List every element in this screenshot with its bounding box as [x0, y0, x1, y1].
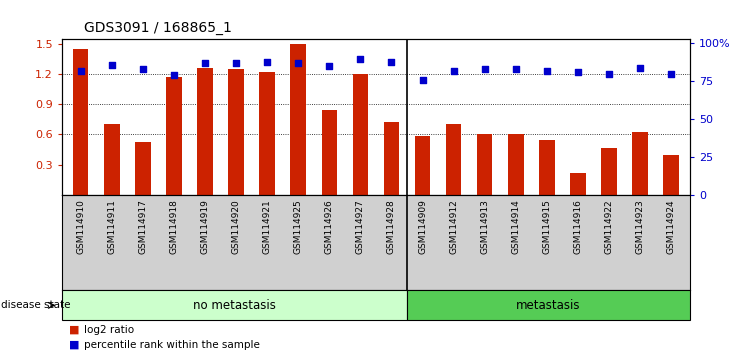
Text: GSM114916: GSM114916 [574, 199, 583, 255]
Bar [321, 110, 337, 195]
Bar [135, 142, 150, 195]
Text: GSM114915: GSM114915 [542, 199, 551, 255]
Text: no metastasis: no metastasis [193, 299, 276, 312]
Text: metastasis: metastasis [516, 299, 580, 312]
Text: GDS3091 / 168865_1: GDS3091 / 168865_1 [84, 21, 232, 35]
Text: GSM114914: GSM114914 [511, 199, 520, 254]
Text: ■: ■ [69, 339, 80, 350]
Point [417, 77, 429, 82]
Bar [477, 135, 493, 195]
Text: GSM114921: GSM114921 [263, 199, 272, 254]
Bar [407, 290, 690, 320]
Point [665, 71, 677, 76]
Point [355, 56, 366, 62]
Bar [632, 132, 648, 195]
Text: GSM114910: GSM114910 [76, 199, 85, 255]
Point [199, 60, 211, 66]
Point [261, 59, 273, 64]
Point [603, 71, 615, 76]
Bar [539, 141, 555, 195]
Text: GSM114924: GSM114924 [666, 199, 676, 254]
Point [541, 68, 553, 74]
Bar [197, 68, 212, 195]
Bar [291, 44, 306, 195]
Text: disease state: disease state [1, 300, 71, 310]
Bar [353, 74, 368, 195]
Bar [415, 136, 431, 195]
Text: GSM114918: GSM114918 [169, 199, 178, 255]
Text: GSM114913: GSM114913 [480, 199, 489, 255]
Text: GSM114922: GSM114922 [604, 199, 613, 254]
Point [230, 60, 242, 66]
Point [634, 65, 646, 70]
Point [293, 60, 304, 66]
Point [323, 63, 335, 69]
Point [106, 62, 118, 68]
Point [385, 59, 397, 64]
Text: GSM114923: GSM114923 [636, 199, 645, 254]
Point [75, 68, 87, 74]
Text: GSM114909: GSM114909 [418, 199, 427, 255]
Text: GSM114919: GSM114919 [201, 199, 210, 255]
Text: GSM114928: GSM114928 [387, 199, 396, 254]
Bar [446, 124, 461, 195]
Bar [228, 69, 244, 195]
Text: GSM114927: GSM114927 [356, 199, 365, 254]
Bar [62, 290, 407, 320]
Bar [259, 72, 275, 195]
Bar [104, 124, 120, 195]
Text: GSM114925: GSM114925 [293, 199, 303, 254]
Text: GSM114926: GSM114926 [325, 199, 334, 254]
Text: ■: ■ [69, 325, 80, 335]
Bar [166, 77, 182, 195]
Text: GSM114911: GSM114911 [107, 199, 116, 255]
Point [137, 66, 149, 72]
Bar [384, 122, 399, 195]
Text: GSM114920: GSM114920 [231, 199, 241, 254]
Bar [664, 154, 679, 195]
Point [479, 66, 491, 72]
Bar [508, 135, 523, 195]
Text: GSM114917: GSM114917 [139, 199, 147, 255]
Bar [73, 49, 88, 195]
Bar [570, 173, 585, 195]
Point [168, 73, 180, 78]
Point [572, 69, 584, 75]
Point [447, 68, 459, 74]
Text: log2 ratio: log2 ratio [84, 325, 134, 335]
Point [510, 66, 522, 72]
Text: percentile rank within the sample: percentile rank within the sample [84, 339, 260, 350]
Bar [602, 148, 617, 195]
Text: GSM114912: GSM114912 [449, 199, 458, 254]
